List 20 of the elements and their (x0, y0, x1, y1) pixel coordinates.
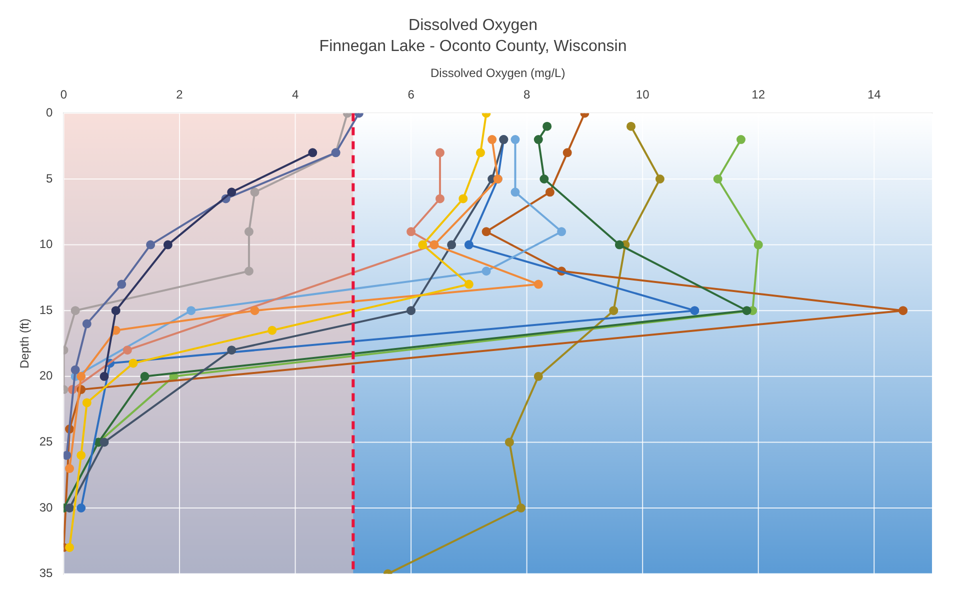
y-tick-label: 0 (46, 106, 54, 120)
y-tick-label: 30 (39, 500, 54, 514)
x-tick-label: 14 (867, 87, 882, 102)
y-tick-label: 5 (46, 171, 54, 186)
y-tick-label: 35 (39, 566, 54, 580)
chart-title: Dissolved Oxygen (408, 17, 538, 34)
y-tick-label: 15 (39, 302, 54, 317)
x-tick-label: 4 (292, 87, 299, 102)
y-axis-title: Depth (ft) (18, 318, 32, 369)
x-tick-label: 8 (523, 87, 530, 102)
x-tick-label: 2 (176, 87, 184, 102)
x-tick-label: 12 (752, 87, 766, 102)
chart-subtitle: Finnegan Lake - Oconto County, Wisconsin (319, 38, 627, 56)
y-tick-label: 20 (39, 368, 54, 383)
x-tick-label: 6 (408, 87, 415, 102)
y-tick-label: 10 (39, 237, 54, 252)
y-tick-label: 25 (39, 434, 54, 449)
x-tick-label: 10 (636, 87, 650, 102)
x-axis-title: Dissolved Oxygen (mg/L) (430, 66, 566, 80)
x-tick-label: 0 (60, 87, 68, 102)
